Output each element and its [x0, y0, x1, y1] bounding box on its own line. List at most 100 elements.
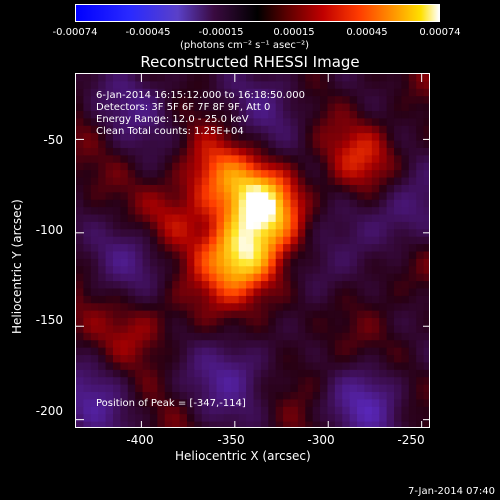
- heatmap-cell: [172, 199, 181, 208]
- heatmap-cell: [216, 362, 225, 371]
- heatmap-cell: [290, 281, 299, 290]
- heatmap-cell: [186, 377, 195, 386]
- heatmap-cell: [253, 207, 262, 216]
- heatmap-cell: [238, 355, 247, 364]
- heatmap-cell: [98, 177, 107, 186]
- heatmap-cell: [334, 273, 343, 282]
- heatmap-cell: [223, 103, 232, 112]
- heatmap-cell: [253, 170, 262, 179]
- heatmap-cell: [172, 221, 181, 230]
- heatmap-cell: [416, 347, 425, 356]
- heatmap-cell: [297, 421, 306, 427]
- heatmap-cell: [371, 340, 380, 349]
- heatmap-cell: [186, 266, 195, 275]
- heatmap-cell: [371, 414, 380, 423]
- heatmap-cell: [135, 155, 144, 164]
- heatmap-cell: [164, 207, 173, 216]
- heatmap-cell: [327, 266, 336, 275]
- heatmap-cell: [157, 110, 166, 119]
- heatmap-cell: [149, 273, 158, 282]
- heatmap-cell: [394, 266, 403, 275]
- heatmap-cell: [216, 125, 225, 134]
- heatmap-cell: [290, 207, 299, 216]
- heatmap-cell: [135, 258, 144, 267]
- heatmap-cell: [423, 140, 429, 149]
- heatmap-cell: [283, 155, 292, 164]
- heatmap-cell: [135, 147, 144, 156]
- heatmap-cell: [423, 251, 429, 260]
- heatmap-cell: [416, 244, 425, 253]
- heatmap-cell: [408, 88, 417, 97]
- heatmap-cell: [423, 340, 429, 349]
- heatmap-cell: [342, 384, 351, 393]
- heatmap-cell: [334, 229, 343, 238]
- heatmap-cell: [135, 192, 144, 201]
- heatmap-cell: [312, 340, 321, 349]
- heatmap-cell: [401, 392, 410, 401]
- heatmap-cell: [223, 147, 232, 156]
- heatmap-cell: [423, 325, 429, 334]
- heatmap-cell: [246, 96, 255, 105]
- heatmap-cell: [216, 96, 225, 105]
- heatmap-cell: [157, 207, 166, 216]
- heatmap-cell: [98, 155, 107, 164]
- heatmap-cell: [408, 192, 417, 201]
- heatmap-cell: [312, 362, 321, 371]
- heatmap-cell: [386, 369, 395, 378]
- heatmap-cell: [327, 236, 336, 245]
- heatmap-cell: [231, 192, 240, 201]
- heatmap-cell: [142, 125, 151, 134]
- heatmap-cell: [105, 258, 114, 267]
- heatmap-cell: [290, 392, 299, 401]
- heatmap-cell: [416, 229, 425, 238]
- heatmap-cell: [216, 332, 225, 341]
- heatmap-cell: [105, 347, 114, 356]
- heatmap-cell: [305, 221, 314, 230]
- heatmap-cell: [416, 236, 425, 245]
- heatmap-cell: [238, 236, 247, 245]
- heatmap-cell: [238, 110, 247, 119]
- heatmap-cell: [260, 103, 269, 112]
- heatmap-cell: [357, 81, 366, 90]
- heatmap-cell: [201, 369, 210, 378]
- heatmap-cell: [186, 177, 195, 186]
- heatmap-cell: [423, 273, 429, 282]
- heatmap-cell: [172, 399, 181, 408]
- heatmap-cell: [201, 184, 210, 193]
- heatmap-cell: [142, 288, 151, 297]
- heatmap-cell: [201, 177, 210, 186]
- heatmap-cell: [268, 251, 277, 260]
- heatmap-cell: [312, 147, 321, 156]
- heatmap-cell: [90, 347, 99, 356]
- heatmap-cell: [364, 162, 373, 171]
- heatmap-cell: [164, 192, 173, 201]
- heatmap-cell: [260, 362, 269, 371]
- heatmap-cell: [246, 162, 255, 171]
- heatmap-cell: [120, 184, 129, 193]
- heatmap-cell: [157, 355, 166, 364]
- heatmap-cell: [327, 406, 336, 415]
- heatmap-cell: [320, 332, 329, 341]
- heatmap-cell: [312, 103, 321, 112]
- heatmap-cell: [223, 273, 232, 282]
- heatmap-cell: [105, 125, 114, 134]
- heatmap-cell: [320, 406, 329, 415]
- heatmap-cell: [83, 355, 92, 364]
- heatmap-cell: [305, 192, 314, 201]
- heatmap-cell: [90, 170, 99, 179]
- heatmap-cell: [149, 140, 158, 149]
- heatmap-cell: [231, 303, 240, 312]
- heatmap-cell: [186, 421, 195, 427]
- heatmap-cell: [371, 369, 380, 378]
- heatmap-cell: [172, 74, 181, 82]
- heatmap-cell: [127, 214, 136, 223]
- heatmap-cell: [268, 347, 277, 356]
- heatmap-cell: [223, 229, 232, 238]
- heatmap-cell: [246, 340, 255, 349]
- heatmap-cell: [194, 88, 203, 97]
- heatmap-cell: [364, 140, 373, 149]
- heatmap-cell: [371, 295, 380, 304]
- heatmap-cell: [83, 384, 92, 393]
- heatmap-cell: [83, 251, 92, 260]
- heatmap-cell: [209, 244, 218, 253]
